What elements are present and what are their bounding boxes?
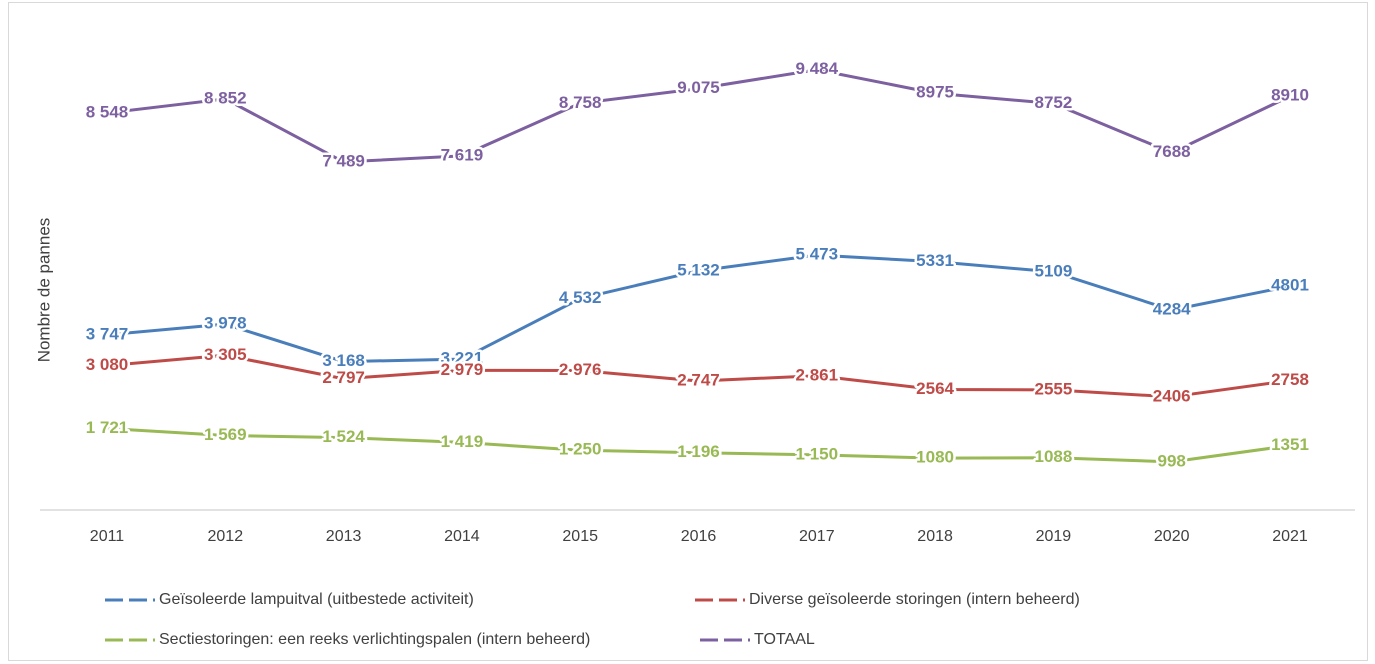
data-label: 9 484 <box>796 59 839 78</box>
x-tick-label: 2021 <box>1272 528 1308 545</box>
data-label: 9 075 <box>677 78 720 97</box>
data-label: 2 861 <box>796 365 839 384</box>
data-label: 5 473 <box>796 245 839 264</box>
chart-border <box>8 2 1368 661</box>
data-label: 2 747 <box>677 371 720 390</box>
series-line <box>106 426 1291 464</box>
data-label: 998 <box>1158 451 1186 470</box>
data-label: 2758 <box>1271 370 1309 389</box>
data-label: 2 979 <box>441 360 484 379</box>
series-line <box>106 253 1291 364</box>
data-label: 8975 <box>916 83 954 102</box>
data-label: 5 132 <box>677 260 720 279</box>
legend-label: Diverse geïsoleerde storingen (intern be… <box>749 591 1080 608</box>
data-label: 1 524 <box>322 427 365 446</box>
y-axis-label: Nombre de pannes <box>34 218 53 363</box>
data-label: 3 747 <box>86 324 129 343</box>
x-tick-label: 2012 <box>208 528 244 545</box>
legend-label: Sectiestoringen: een reeks verlichtingsp… <box>159 631 590 648</box>
legend-label: Geïsoleerde lampuitval (uitbestede activ… <box>159 591 474 608</box>
data-label: 4284 <box>1153 300 1191 319</box>
data-label: 3 978 <box>204 314 247 333</box>
x-tick-label: 2011 <box>90 528 125 545</box>
data-label: 1 569 <box>204 425 247 444</box>
data-label: 5109 <box>1034 261 1072 280</box>
data-label: 8 758 <box>559 93 602 112</box>
data-label: 1351 <box>1271 435 1309 454</box>
data-label: 2 797 <box>322 368 365 387</box>
x-tick-label: 2015 <box>562 528 598 545</box>
data-label: 7688 <box>1153 142 1191 161</box>
x-tick-label: 2016 <box>681 528 717 545</box>
data-label: 8910 <box>1271 86 1309 105</box>
data-label: 3 305 <box>204 345 247 364</box>
data-label: 1 150 <box>796 444 839 463</box>
x-tick-label: 2018 <box>917 528 953 545</box>
data-label: 2555 <box>1034 379 1072 398</box>
x-tick-label: 2020 <box>1154 528 1190 545</box>
data-label: 1 250 <box>559 440 602 459</box>
data-label: 1 419 <box>441 432 484 451</box>
data-label: 8752 <box>1034 93 1072 112</box>
x-tick-label: 2014 <box>444 528 480 545</box>
data-label: 8 852 <box>204 88 247 107</box>
data-label: 4801 <box>1271 276 1309 295</box>
data-label: 3 080 <box>86 355 129 374</box>
data-label: 2 976 <box>559 360 602 379</box>
data-label: 1 196 <box>677 442 720 461</box>
data-label: 7 619 <box>441 145 484 164</box>
data-label: 3 221 <box>441 349 484 368</box>
data-label: 4 532 <box>559 288 602 307</box>
series-line <box>106 68 1291 164</box>
data-label: 1080 <box>916 448 954 467</box>
x-tick-label: 2013 <box>326 528 362 545</box>
data-label: 7 489 <box>322 151 365 170</box>
data-label: 2406 <box>1153 386 1191 405</box>
data-label: 2564 <box>916 379 954 398</box>
series-line <box>106 353 1291 399</box>
x-tick-label: 2019 <box>1036 528 1072 545</box>
data-label: 5331 <box>916 251 954 270</box>
data-label: 1 721 <box>86 418 129 437</box>
data-label: 3 168 <box>322 351 365 370</box>
data-label: 8 548 <box>86 102 129 121</box>
legend-label: TOTAAL <box>754 631 815 648</box>
x-tick-label: 2017 <box>799 528 835 545</box>
data-label: 1088 <box>1034 447 1072 466</box>
